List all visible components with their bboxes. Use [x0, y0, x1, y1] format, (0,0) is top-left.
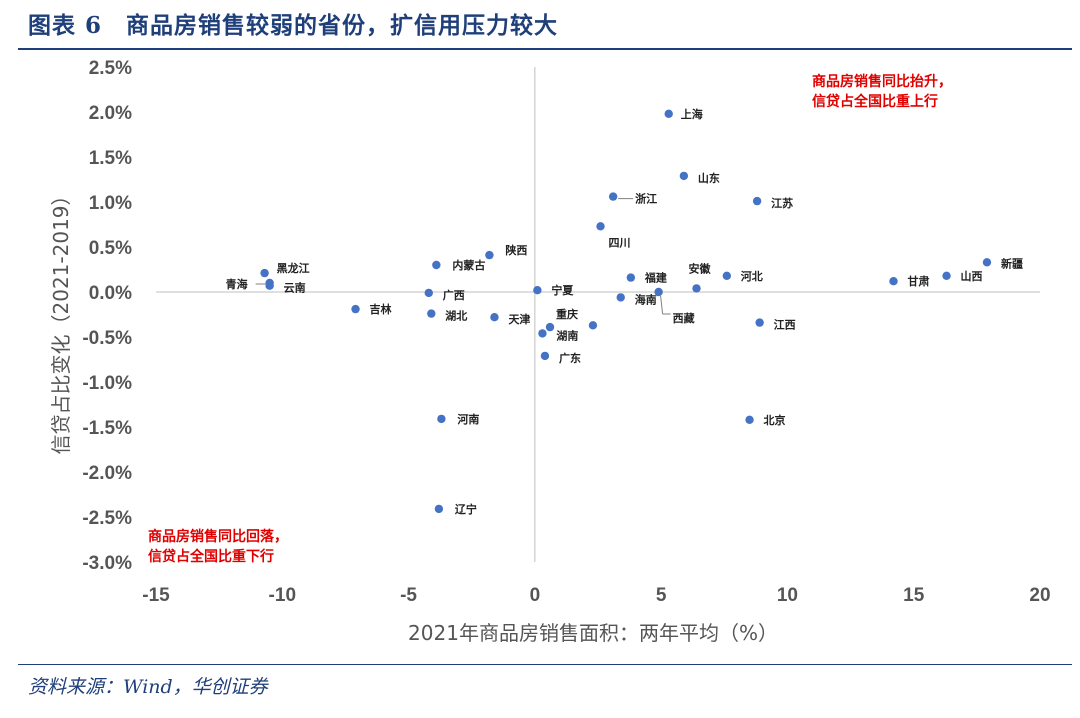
point-label: 北京 [764, 413, 786, 427]
leader-lines [255, 198, 671, 315]
footer-divider [18, 664, 1072, 665]
x-tick-label: -5 [400, 585, 417, 606]
tick-labels: -15 -10 -5 0 5 10 15 20 2.5% 2.0% 1.5% 1.0% 0.5% 0.0%… [82, 58, 1050, 606]
y-tick-label: -1.5% [82, 418, 132, 439]
data-point [265, 281, 274, 290]
data-point [260, 268, 269, 278]
x-tick-label: -10 [269, 585, 296, 606]
data-points [260, 109, 992, 514]
point-label: 陕西 [505, 243, 527, 257]
data-point [692, 284, 701, 293]
annotation-line: 商品房销售同比抬升， [812, 73, 952, 90]
y-tick-label: 0.5% [89, 238, 132, 259]
data-point [533, 286, 542, 295]
data-point [745, 415, 754, 424]
title-divider [18, 48, 1072, 50]
point-label: 吉林 [370, 302, 392, 316]
data-point [545, 322, 555, 332]
point-label: 湖北 [445, 309, 467, 323]
data-point [437, 414, 446, 424]
data-point [942, 271, 951, 280]
scatter-chart: -15 -10 -5 0 5 10 15 20 2.5% 2.0% 1.5% 1.0% 0.5% 0.0%… [49, 58, 1051, 645]
point-label: 河北 [741, 269, 763, 283]
point-label: 天津 [508, 312, 530, 326]
data-point [490, 313, 499, 322]
point-label: 福建 [644, 271, 668, 285]
data-point [351, 304, 360, 314]
point-label: 江西 [774, 318, 796, 332]
data-point [755, 318, 764, 327]
point-label: 宁夏 [551, 283, 574, 297]
data-point [722, 271, 732, 280]
x-tick-label: 15 [903, 585, 925, 606]
data-point [664, 109, 673, 119]
data-point [485, 250, 494, 260]
y-tick-label: -2.5% [82, 508, 132, 529]
point-label: 广西 [443, 288, 465, 302]
point-label: 湖南 [556, 328, 578, 342]
annotation-line: 信贷占全国比重上行 [812, 93, 938, 110]
x-tick-label: -15 [142, 585, 170, 606]
point-label: 辽宁 [455, 502, 477, 516]
point-label: 山西 [961, 269, 983, 283]
y-tick-label: 0.0% [89, 283, 132, 304]
data-point [434, 504, 444, 514]
annotation-line: 商品房销售同比回落， [148, 528, 288, 545]
source-note: 资料来源：Wind，华创证券 [28, 676, 268, 698]
point-label: 上海 [681, 107, 703, 121]
data-point [889, 277, 898, 286]
point-label: 新疆 [1001, 256, 1023, 270]
point-label: 江苏 [771, 196, 793, 210]
y-tick-label: 1.5% [89, 148, 132, 169]
x-tick-label: 10 [777, 585, 798, 606]
x-tick-label: 0 [530, 585, 541, 606]
point-label: 青海 [226, 277, 248, 291]
y-tick-label: 2.5% [89, 58, 132, 79]
data-point [427, 309, 436, 318]
point-label: 广东 [559, 351, 581, 365]
y-tick-label: 1.0% [89, 193, 132, 214]
x-tick-label: 5 [656, 585, 667, 606]
y-tick-label: -2.0% [82, 463, 132, 484]
x-tick-label: 20 [1029, 585, 1050, 606]
y-tick-label: -3.0% [82, 553, 132, 574]
point-label: 重庆 [556, 307, 578, 321]
point-label: 海南 [635, 292, 657, 306]
point-label: 河南 [457, 412, 479, 426]
y-tick-label: -0.5% [82, 328, 132, 349]
data-point [752, 196, 762, 206]
y-tick-label: -1.0% [82, 373, 132, 394]
point-label: 安徽 [689, 261, 712, 275]
data-point [588, 321, 598, 330]
point-label: 浙江 [635, 192, 657, 206]
chart-title: 图表 6 商品房销售较弱的省份，扩信用压力较大 [28, 12, 559, 39]
point-label: 甘肃 [908, 274, 930, 288]
point-label: 云南 [284, 281, 306, 295]
data-point [596, 222, 605, 231]
data-point [616, 293, 625, 302]
annotation-line: 信贷占全国比重下行 [148, 548, 274, 565]
chart-axes [156, 67, 1040, 562]
point-label: 四川 [609, 236, 631, 249]
point-label: 山东 [698, 171, 720, 185]
point-label: 内蒙古 [452, 258, 485, 272]
data-point [608, 192, 618, 201]
y-tick-label: 2.0% [89, 103, 132, 124]
leader-line [660, 295, 664, 315]
data-point [424, 288, 433, 298]
data-point [982, 258, 992, 267]
data-point [626, 273, 636, 282]
point-label: 黑龙江 [277, 261, 310, 275]
x-axis-label: 2021年商品房销售面积：两年平均（%） [408, 621, 778, 645]
data-point [679, 171, 689, 181]
data-point [654, 287, 663, 297]
data-point [540, 351, 550, 361]
y-axis-label: 信贷占比变化（2021-2019） [49, 185, 73, 454]
point-label: 西藏 [673, 311, 695, 325]
data-point [538, 329, 547, 338]
data-point [432, 260, 441, 270]
